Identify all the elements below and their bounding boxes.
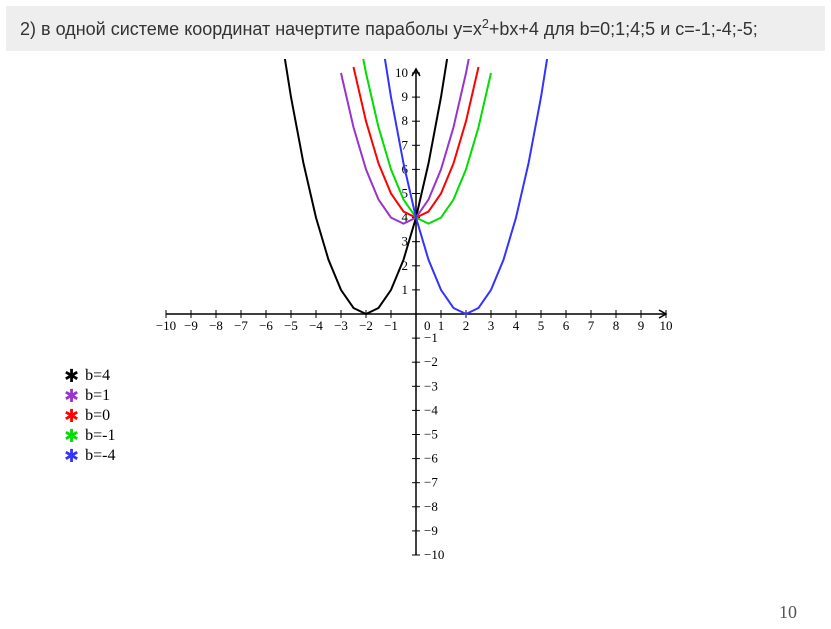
x-tick-label: −4 bbox=[309, 318, 323, 333]
legend-marker-icon: ✱ bbox=[64, 367, 79, 385]
y-tick-label: −5 bbox=[424, 427, 438, 442]
y-tick-label: −8 bbox=[424, 499, 438, 514]
x-tick-label: −8 bbox=[209, 318, 223, 333]
x-tick-label: 9 bbox=[637, 318, 644, 333]
legend-marker-icon: ✱ bbox=[64, 447, 79, 465]
legend-item: ✱ b=-4 bbox=[64, 446, 115, 466]
x-tick-label: 3 bbox=[487, 318, 494, 333]
y-tick-label: −6 bbox=[424, 451, 438, 466]
x-tick-label: 10 bbox=[659, 318, 672, 333]
x-tick-label: 6 bbox=[562, 318, 569, 333]
x-tick-label: −2 bbox=[359, 318, 373, 333]
x-tick-label: 8 bbox=[612, 318, 619, 333]
legend-item: ✱ b=1 bbox=[64, 386, 115, 406]
y-tick-label: −7 bbox=[424, 475, 438, 490]
y-tick-label: −3 bbox=[424, 379, 438, 394]
task-header: 2) в одной системе координат начертите п… bbox=[6, 6, 825, 51]
y-tick-label: 7 bbox=[401, 138, 408, 153]
x-tick-label: −9 bbox=[184, 318, 198, 333]
y-tick-label: −9 bbox=[424, 523, 438, 538]
x-tick-label: 2 bbox=[462, 318, 469, 333]
legend-label: b=4 bbox=[85, 366, 110, 386]
legend-label: b=0 bbox=[85, 406, 110, 426]
legend-label: b=-4 bbox=[85, 446, 115, 466]
x-tick-label: −5 bbox=[284, 318, 298, 333]
x-tick-label: −1 bbox=[384, 318, 398, 333]
legend-item: ✱ b=4 bbox=[64, 366, 115, 386]
legend-item: ✱ b=-1 bbox=[64, 426, 115, 446]
legend-marker-icon: ✱ bbox=[64, 427, 79, 445]
x-tick-label: −6 bbox=[259, 318, 273, 333]
legend-marker-icon: ✱ bbox=[64, 387, 79, 405]
y-tick-label: −4 bbox=[424, 403, 438, 418]
legend-item: ✱ b=0 bbox=[64, 406, 115, 426]
y-tick-label: 8 bbox=[401, 113, 408, 128]
header-text-post: +bx+4 для b=0;1;4;5 и с=-1;-4;-5; bbox=[489, 19, 758, 39]
x-tick-label: −7 bbox=[234, 318, 248, 333]
legend-label: b=-1 bbox=[85, 426, 115, 446]
x-tick-label: −3 bbox=[334, 318, 348, 333]
chart-legend: ✱ b=4 ✱ b=1 ✱ b=0 ✱ b=-1 ✱ b=-4 bbox=[64, 366, 115, 466]
x-tick-label: 5 bbox=[537, 318, 544, 333]
x-tick-label: 7 bbox=[587, 318, 594, 333]
page-number: 10 bbox=[779, 602, 797, 623]
chart-container: −10−9−8−7−6−5−4−3−2−112345678910−10−9−8−… bbox=[136, 59, 696, 579]
x-tick-label: 1 bbox=[437, 318, 444, 333]
legend-label: b=1 bbox=[85, 386, 110, 406]
x-tick-label: 4 bbox=[512, 318, 519, 333]
parabola-chart: −10−9−8−7−6−5−4−3−2−112345678910−10−9−8−… bbox=[136, 59, 696, 579]
y-tick-label: 9 bbox=[401, 89, 408, 104]
legend-marker-icon: ✱ bbox=[64, 407, 79, 425]
x-tick-label: −10 bbox=[155, 318, 175, 333]
y-tick-label: 10 bbox=[395, 65, 408, 80]
header-text-pre: 2) в одной системе координат начертите п… bbox=[20, 19, 482, 39]
y-tick-label: −2 bbox=[424, 354, 438, 369]
y-tick-label: −10 bbox=[424, 547, 444, 562]
header-superscript: 2 bbox=[482, 17, 489, 31]
origin-label: 0 bbox=[424, 318, 431, 333]
y-tick-label: 1 bbox=[401, 282, 408, 297]
